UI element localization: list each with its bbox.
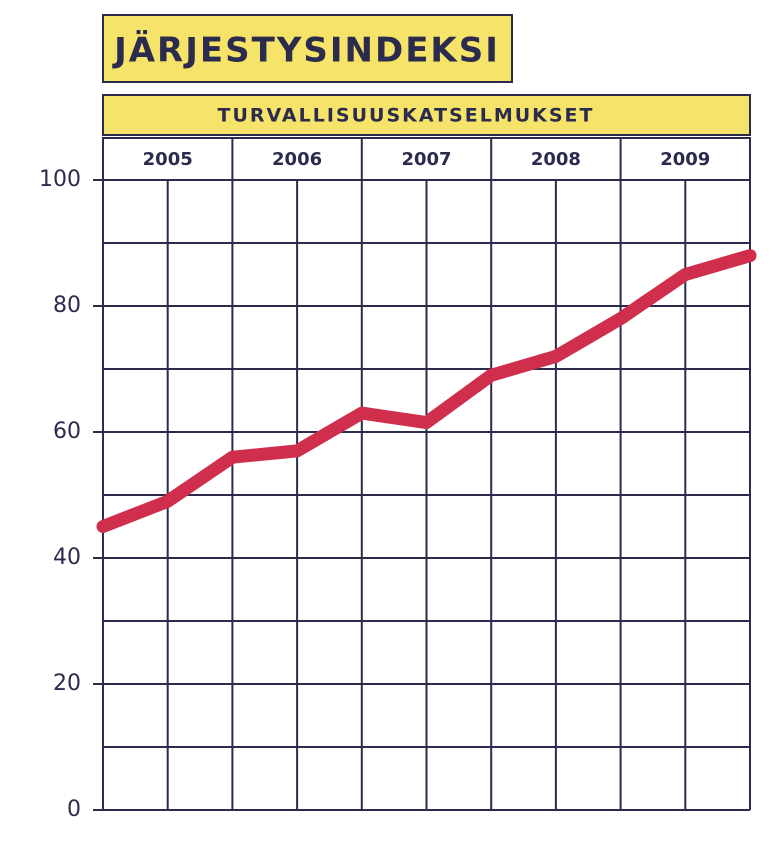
y-tick-label: 40 — [53, 545, 81, 570]
year-label: 2006 — [272, 149, 322, 170]
year-label: 2009 — [660, 149, 710, 170]
y-tick-label: 20 — [53, 671, 81, 696]
y-tick-label: 100 — [39, 167, 81, 192]
y-tick-label: 0 — [67, 797, 81, 822]
subtitle-box — [102, 94, 751, 136]
title-box — [102, 14, 513, 83]
year-label: 2008 — [531, 149, 581, 170]
year-label: 2005 — [143, 149, 193, 170]
year-label: 2007 — [401, 149, 451, 170]
y-tick-label: 60 — [53, 419, 81, 444]
chart-subtitle: TURVALLISUUSKATSELMUKSET — [217, 105, 594, 127]
data-line — [96, 249, 757, 533]
chart-title: JÄRJESTYSINDEKSI — [112, 30, 500, 71]
y-tick-label: 80 — [53, 293, 81, 318]
